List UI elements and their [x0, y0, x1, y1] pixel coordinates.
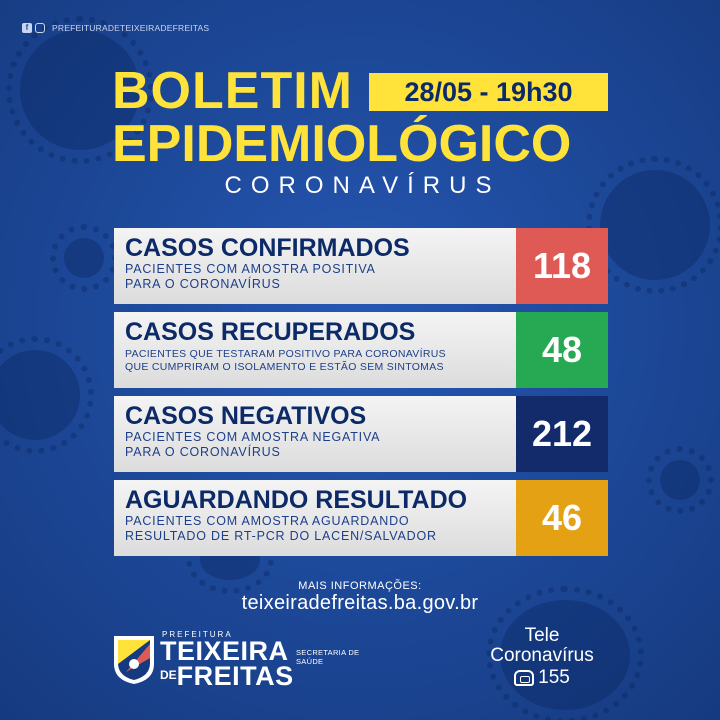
card-description: PACIENTES QUE TESTARAM POSITIVO PARA COR… — [125, 348, 446, 373]
card-confirmed: CASOS CONFIRMADOS PACIENTES COM AMOSTRA … — [114, 228, 608, 304]
tele-coronavirus-block: Tele Coronavírus 155 — [472, 626, 612, 690]
card-text: CASOS CONFIRMADOS PACIENTES COM AMOSTRA … — [114, 228, 516, 304]
card-description: PACIENTES COM AMOSTRA NEGATIVA PARA O CO… — [125, 430, 381, 459]
virus-decoration — [0, 336, 94, 454]
card-description: PACIENTES COM AMOSTRA POSITIVA PARA O CO… — [125, 262, 376, 291]
website-link[interactable]: teixeiradefreitas.ba.gov.br — [241, 592, 479, 614]
virus-decoration — [50, 224, 118, 292]
telephone-icon — [514, 670, 535, 686]
card-negative: CASOS NEGATIVOS PACIENTES COM AMOSTRA NE… — [114, 396, 608, 472]
card-text: CASOS NEGATIVOS PACIENTES COM AMOSTRA NE… — [114, 396, 516, 472]
logo-prefix: PREFEITURA — [162, 630, 233, 639]
card-title: AGUARDANDO RESULTADO — [125, 486, 468, 514]
tele-line1: Tele — [524, 625, 560, 646]
more-info-label: MAIS INFORMAÇÕES: — [298, 580, 422, 592]
logo-text: PREFEITURA TEIXEIRA DEFREITAS — [160, 630, 294, 691]
tele-number[interactable]: 155 — [538, 667, 570, 688]
instagram-icon — [35, 23, 45, 33]
date-time-badge: 28/05 - 19h30 — [369, 73, 608, 111]
logo-city-line1: TEIXEIRA — [160, 636, 289, 666]
title-line-2: EPIDEMIOLÓGICO — [112, 115, 572, 173]
virus-decoration — [486, 586, 644, 720]
card-title: CASOS CONFIRMADOS — [125, 234, 410, 262]
tele-line2: Coronavírus — [490, 645, 594, 666]
virus-decoration — [586, 156, 720, 294]
card-value: 46 — [516, 480, 608, 556]
card-awaiting: AGUARDANDO RESULTADO PACIENTES COM AMOST… — [114, 480, 608, 556]
title-line-1: BOLETIM — [112, 62, 353, 120]
card-title: CASOS NEGATIVOS — [125, 402, 367, 430]
card-text: CASOS RECUPERADOS PACIENTES QUE TESTARAM… — [114, 312, 516, 388]
logo-city-de: DE — [160, 668, 177, 682]
subtitle: CORONAVÍRUS — [224, 172, 501, 199]
tele-number-row: 155 — [472, 666, 612, 690]
card-description: PACIENTES COM AMOSTRA AGUARDANDO RESULTA… — [125, 514, 437, 543]
secretariat-label: SECRETARIA DE SAÚDE — [296, 648, 360, 666]
card-title: CASOS RECUPERADOS — [125, 318, 416, 346]
prefeitura-logo: PREFEITURA TEIXEIRA DEFREITAS — [112, 630, 294, 691]
virus-decoration — [646, 446, 714, 514]
card-value: 118 — [516, 228, 608, 304]
social-handle-text: PREFEITURADETEIXEIRADEFREITAS — [52, 23, 210, 33]
virus-decoration — [6, 16, 154, 164]
city-shield-icon — [112, 634, 156, 686]
card-recovered: CASOS RECUPERADOS PACIENTES QUE TESTARAM… — [114, 312, 608, 388]
card-value: 212 — [516, 396, 608, 472]
card-value: 48 — [516, 312, 608, 388]
card-text: AGUARDANDO RESULTADO PACIENTES COM AMOST… — [114, 480, 516, 556]
logo-city-line2: DEFREITAS — [160, 661, 294, 691]
social-handle-row: f PREFEITURADETEIXEIRADEFREITAS — [22, 23, 209, 33]
facebook-icon: f — [22, 23, 32, 33]
logo-city-freitas: FREITAS — [176, 661, 294, 691]
